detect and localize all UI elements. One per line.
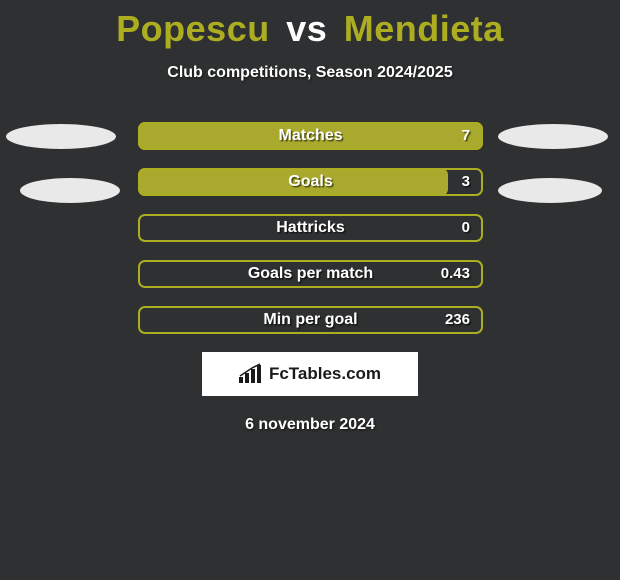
bar-label: Matches — [138, 122, 483, 150]
stat-row: Min per goal236 — [0, 306, 620, 334]
stat-row: Goals per match0.43 — [0, 260, 620, 288]
bar-value: 3 — [462, 168, 470, 196]
brand-text: FcTables.com — [269, 364, 381, 384]
stat-row: Hattricks0 — [0, 214, 620, 242]
bar-value: 7 — [462, 122, 470, 150]
bar-label: Goals — [138, 168, 483, 196]
bar-label: Min per goal — [138, 306, 483, 334]
bars-icon — [239, 363, 263, 385]
brand-plate: FcTables.com — [202, 352, 418, 396]
stat-rows: Matches7Goals3Hattricks0Goals per match0… — [0, 122, 620, 334]
bar-label: Hattricks — [138, 214, 483, 242]
title-player1: Popescu — [116, 8, 270, 49]
bar-value: 0.43 — [441, 260, 470, 288]
bar-value: 0 — [462, 214, 470, 242]
page-title: Popescu vs Mendieta — [0, 0, 620, 50]
bar-label: Goals per match — [138, 260, 483, 288]
title-player2: Mendieta — [344, 8, 504, 49]
stat-row: Matches7 — [0, 122, 620, 150]
subtitle: Club competitions, Season 2024/2025 — [0, 64, 620, 82]
stat-row: Goals3 — [0, 168, 620, 196]
bar-value: 236 — [445, 306, 470, 334]
title-vs: vs — [286, 8, 327, 49]
date-label: 6 november 2024 — [0, 416, 620, 434]
